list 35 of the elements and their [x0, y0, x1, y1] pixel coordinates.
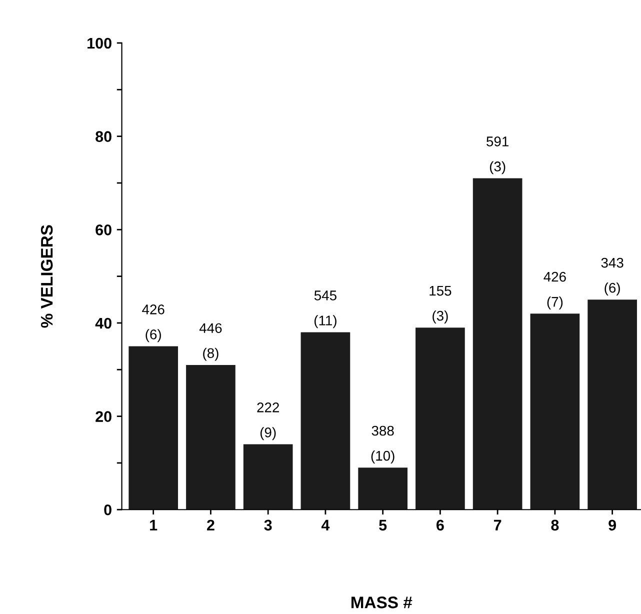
bar [243, 444, 293, 510]
bar [358, 468, 408, 510]
x-tick-label: 1 [150, 520, 158, 530]
x-tick-label: 5 [379, 520, 387, 531]
annotation: 446 (8) [199, 323, 222, 361]
x-tick-label: 3 [264, 520, 272, 531]
x-tick-label: 6 [436, 520, 444, 531]
bar [300, 332, 350, 510]
bar [416, 328, 465, 510]
bar [588, 300, 637, 510]
annotation: 343 (6) [601, 258, 624, 296]
annotation: 426 (6) [142, 304, 164, 342]
x-tick-label: 8 [551, 520, 559, 531]
bar [128, 346, 178, 510]
x-tick-label: 4 [321, 520, 330, 530]
bar [472, 178, 522, 510]
annotation: 155 (3) [430, 286, 452, 324]
annotation: 545 (11) [314, 290, 336, 328]
y-axis-title: % VELIGERS [40, 225, 53, 328]
y-tick-label: 60 [96, 224, 112, 236]
bar [186, 364, 236, 510]
y-tick-label: 0 [104, 504, 112, 516]
x-tick-label: 9 [608, 520, 616, 531]
x-tick-label: 2 [206, 520, 214, 530]
y-tick-label: 80 [96, 131, 112, 142]
y-tick-label: 20 [96, 411, 112, 422]
annotation: 388 (10) [371, 426, 394, 464]
x-tick-label: 7 [494, 520, 502, 530]
x-axis-title: MASS # [351, 596, 412, 608]
annotation: 591 (3) [486, 136, 508, 174]
y-tick-label: 100 [88, 38, 112, 49]
annotation: 222 (9) [257, 402, 279, 440]
bar [530, 314, 580, 510]
y-tick-label: 40 [95, 318, 112, 329]
annotation: 426 (7) [544, 272, 566, 310]
